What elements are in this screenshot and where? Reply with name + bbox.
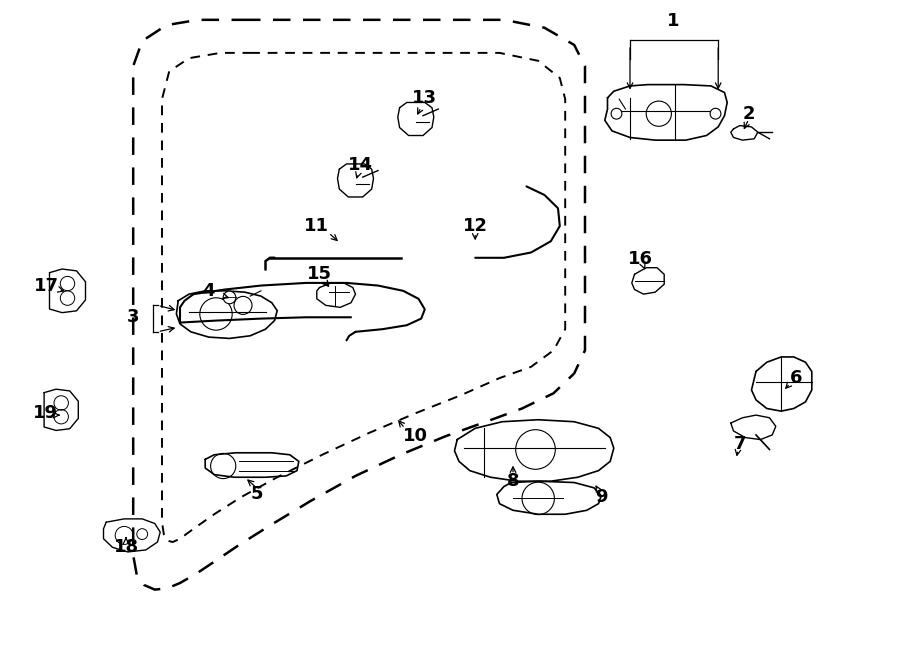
Text: 4: 4 bbox=[202, 282, 215, 300]
Circle shape bbox=[710, 108, 721, 119]
Text: 6: 6 bbox=[790, 369, 803, 387]
Text: 15: 15 bbox=[307, 265, 332, 284]
Circle shape bbox=[611, 108, 622, 119]
Text: 14: 14 bbox=[347, 156, 373, 175]
Text: 5: 5 bbox=[250, 485, 263, 504]
Text: 19: 19 bbox=[32, 404, 58, 422]
Text: 1: 1 bbox=[667, 12, 680, 30]
Circle shape bbox=[223, 291, 236, 304]
Text: 12: 12 bbox=[463, 217, 488, 235]
Text: 9: 9 bbox=[595, 488, 608, 506]
Text: 10: 10 bbox=[403, 427, 428, 446]
Text: 3: 3 bbox=[127, 308, 140, 327]
Text: 17: 17 bbox=[34, 276, 59, 295]
Text: 11: 11 bbox=[304, 217, 329, 235]
Text: 2: 2 bbox=[742, 104, 755, 123]
Text: 13: 13 bbox=[412, 89, 437, 107]
Text: 7: 7 bbox=[734, 435, 746, 453]
Text: 18: 18 bbox=[113, 538, 139, 557]
Text: 16: 16 bbox=[628, 250, 653, 268]
Text: 8: 8 bbox=[507, 472, 519, 490]
